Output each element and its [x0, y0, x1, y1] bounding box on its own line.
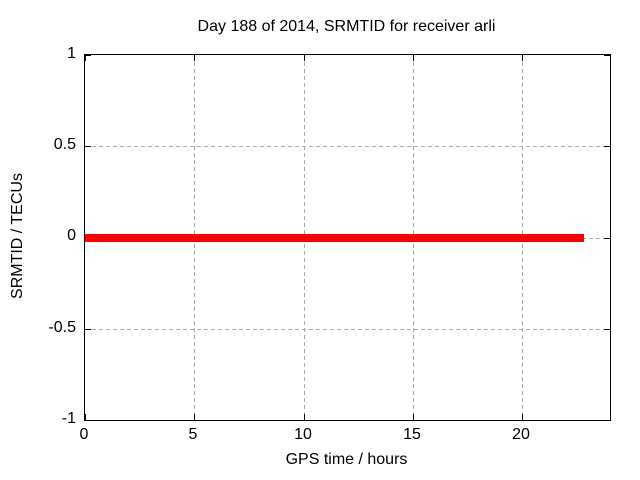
- x-axis-label: GPS time / hours: [285, 451, 408, 468]
- x-tick-bottom-15: [413, 414, 415, 420]
- x-tick-top-5: [194, 55, 196, 61]
- x-tick-bottom-5: [194, 414, 196, 420]
- plot-area: [84, 54, 611, 421]
- y-tick-label-m0p5: -0.5: [48, 319, 76, 336]
- y-tick-right-m0p5: [604, 328, 610, 330]
- y-tick-right-1: [604, 55, 610, 56]
- x-tick-bottom-20: [522, 414, 524, 420]
- x-tick-top-10: [303, 55, 305, 61]
- x-tick-top-0: [85, 55, 86, 61]
- x-tick-bottom-10: [303, 414, 305, 420]
- y-tick-right-0p5: [604, 146, 610, 148]
- x-tick-label-15: 15: [403, 426, 421, 443]
- x-tick-label-10: 10: [294, 426, 312, 443]
- chart-title: Day 188 of 2014, SRMTID for receiver arl…: [197, 18, 496, 35]
- y-tick-left-m0p5: [85, 328, 91, 330]
- y-tick-label-0: 0: [67, 227, 76, 244]
- y-tick-left-m1: [85, 420, 91, 421]
- y-tick-label-m1: -1: [61, 410, 76, 427]
- y-tick-right-m1: [604, 420, 610, 421]
- y-axis-label-text: SRMTID / TECUs: [9, 173, 26, 299]
- h-gridline-m0p5: [85, 328, 610, 330]
- x-tick-top-15: [413, 55, 415, 61]
- y-tick-left-0p5: [85, 146, 91, 148]
- y-tick-left-1: [85, 55, 91, 56]
- x-tick-bottom-0: [85, 414, 86, 420]
- h-gridline-0p5: [85, 146, 610, 148]
- srmtid-line: [85, 233, 584, 242]
- y-tick-right-0: [604, 237, 610, 239]
- y-tick-label-0p5: 0.5: [53, 136, 76, 153]
- y-tick-label-1: 1: [67, 45, 76, 62]
- x-tick-top-20: [522, 55, 524, 61]
- x-tick-label-20: 20: [512, 426, 530, 443]
- x-tick-label-5: 5: [188, 426, 198, 443]
- x-tick-label-0: 0: [79, 426, 89, 443]
